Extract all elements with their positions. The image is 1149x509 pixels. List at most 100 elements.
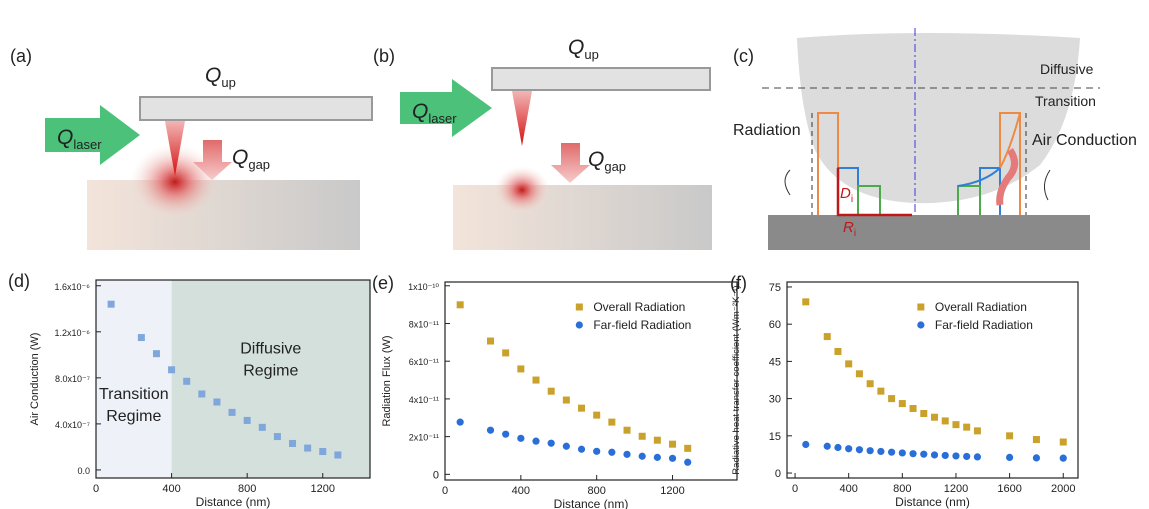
- point: [802, 298, 809, 305]
- point: [1060, 439, 1067, 446]
- point: [532, 438, 539, 445]
- region: [96, 280, 172, 478]
- point: [963, 424, 970, 431]
- legend-marker: [576, 304, 583, 311]
- point: [942, 417, 949, 424]
- x-tick-label: 1200: [660, 485, 684, 497]
- point: [487, 338, 494, 345]
- point: [654, 454, 661, 461]
- subscript: i: [851, 194, 853, 205]
- point: [1006, 454, 1013, 461]
- point: [502, 349, 509, 356]
- point: [669, 455, 676, 462]
- x-tick-label: 800: [588, 485, 606, 497]
- point: [845, 360, 852, 367]
- point: [183, 378, 190, 385]
- region-label: Regime: [243, 362, 298, 379]
- point: [974, 427, 981, 434]
- point: [502, 431, 509, 438]
- symbol: Q: [588, 148, 604, 171]
- symbol: R: [843, 219, 854, 236]
- point: [952, 452, 959, 459]
- y-tick-label: 8.0x10⁻⁷: [55, 374, 90, 384]
- region-label: Regime: [106, 408, 161, 425]
- y-tick-label: 1.6x10⁻⁶: [55, 282, 91, 292]
- point: [920, 410, 927, 417]
- point: [548, 388, 555, 395]
- y-tick-label: 0: [433, 469, 439, 481]
- plate: [492, 68, 710, 90]
- point: [593, 448, 600, 455]
- point: [213, 399, 220, 406]
- y-tick-label: 4.0x10⁻⁷: [55, 420, 90, 430]
- point: [608, 419, 615, 426]
- point: [899, 449, 906, 456]
- symbol: Q: [568, 36, 584, 59]
- point: [548, 440, 555, 447]
- y-axis-label: Radiative heat transfer coefficient (Wm⁻…: [731, 285, 742, 474]
- subscript: gap: [604, 159, 626, 174]
- point: [198, 390, 205, 397]
- point: [877, 388, 884, 395]
- point: [867, 380, 874, 387]
- point: [877, 448, 884, 455]
- point: [684, 445, 691, 452]
- subscript: up: [221, 75, 235, 90]
- point: [834, 348, 841, 355]
- x-tick-label: 800: [238, 483, 256, 495]
- plot-frame: [445, 282, 737, 480]
- heat-spot: [494, 166, 550, 214]
- y-tick-label: 30: [769, 394, 781, 406]
- y-tick-label: 4x10⁻¹¹: [409, 395, 439, 405]
- point: [578, 405, 585, 412]
- x-tick-label: 1600: [997, 483, 1021, 495]
- y-axis-label: Radiation Flux (W): [381, 335, 393, 426]
- tip: [797, 33, 1080, 203]
- point: [457, 419, 464, 426]
- subscript: up: [584, 47, 598, 62]
- point: [1060, 455, 1067, 462]
- subscript: laser: [428, 111, 457, 126]
- point: [1033, 436, 1040, 443]
- y-tick-label: 6x10⁻¹¹: [409, 357, 439, 367]
- point: [639, 453, 646, 460]
- panel-label: (c): [733, 46, 754, 66]
- panel-label: (f): [730, 273, 747, 293]
- point: [229, 409, 236, 416]
- x-axis-label: Distance (nm): [554, 497, 629, 509]
- point: [952, 421, 959, 428]
- d-i: Di: [840, 185, 853, 205]
- legend-marker: [917, 321, 924, 328]
- point: [888, 395, 895, 402]
- point: [623, 451, 630, 458]
- point: [684, 459, 691, 466]
- y-axis-label: Air Conduction (W): [29, 333, 41, 426]
- point: [563, 397, 570, 404]
- point: [289, 440, 296, 447]
- y-tick-label: 8x10⁻¹¹: [409, 319, 439, 329]
- point: [824, 443, 831, 450]
- legend-label: Overall Radiation: [935, 300, 1027, 314]
- x-axis-label: Distance (nm): [895, 495, 970, 509]
- mechanism-label: Air Conduction: [1032, 132, 1137, 149]
- point: [563, 443, 570, 450]
- point: [920, 451, 927, 458]
- point: [942, 452, 949, 459]
- x-tick-label: 0: [93, 483, 99, 495]
- symbol: Q: [205, 64, 221, 87]
- subscript: i: [854, 228, 856, 239]
- point: [578, 446, 585, 453]
- panel-label: (d): [8, 271, 30, 291]
- y-tick-label: 2x10⁻¹¹: [409, 433, 439, 443]
- q-gap: Qgap: [588, 148, 626, 174]
- point: [867, 447, 874, 454]
- point: [888, 449, 895, 456]
- point: [593, 412, 600, 419]
- point: [517, 435, 524, 442]
- point: [244, 417, 251, 424]
- substrate: [453, 185, 712, 250]
- point: [669, 441, 676, 448]
- x-tick-label: 400: [162, 483, 180, 495]
- x-tick-label: 0: [792, 483, 798, 495]
- panel-label: (a): [10, 46, 32, 66]
